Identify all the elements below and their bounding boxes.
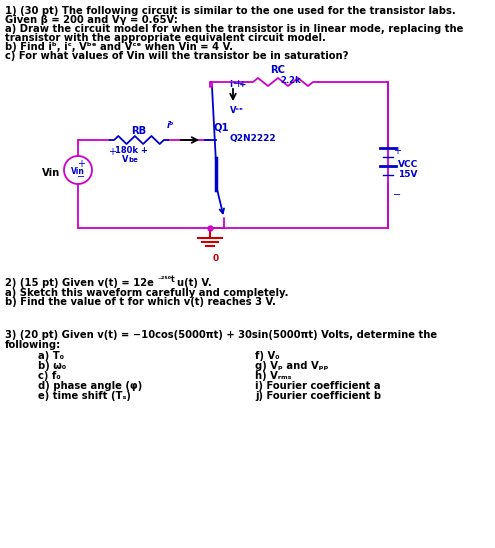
Text: Vᶜᵉ: Vᶜᵉ — [230, 106, 244, 115]
Text: i) Fourier coefficient a: i) Fourier coefficient a — [255, 381, 381, 391]
Text: a) T₀: a) T₀ — [38, 351, 64, 361]
Text: ⁻²⁵⁰t: ⁻²⁵⁰t — [157, 275, 175, 284]
Text: h) Vᵣₘₛ: h) Vᵣₘₛ — [255, 371, 292, 381]
Text: +: + — [233, 79, 243, 89]
Text: e) time shift (Tₛ): e) time shift (Tₛ) — [38, 391, 131, 401]
Text: VCC: VCC — [398, 160, 418, 169]
Text: Q2N2222: Q2N2222 — [230, 134, 277, 143]
Text: Vin: Vin — [42, 168, 60, 178]
Text: u(t) V.: u(t) V. — [177, 278, 212, 288]
Text: be: be — [128, 157, 138, 163]
Text: RB: RB — [132, 126, 147, 136]
Text: 0: 0 — [213, 254, 219, 263]
Text: V: V — [122, 155, 129, 164]
Text: Given β = 200 and Vγ = 0.65V:: Given β = 200 and Vγ = 0.65V: — [5, 15, 178, 25]
Text: 15V: 15V — [398, 170, 417, 179]
Text: a) Sketch this waveform carefully and completely.: a) Sketch this waveform carefully and co… — [5, 288, 289, 298]
Text: f) V₀: f) V₀ — [255, 351, 280, 361]
Text: b) ω₀: b) ω₀ — [38, 361, 66, 371]
Text: 180k +: 180k + — [115, 146, 148, 155]
Text: a) Draw the circuit model for when the transistor is in linear mode, replacing t: a) Draw the circuit model for when the t… — [5, 24, 463, 34]
Text: b) Find the value of t for which v(t) reaches 3 V.: b) Find the value of t for which v(t) re… — [5, 297, 276, 307]
Text: +: + — [108, 147, 116, 157]
Text: following:: following: — [5, 340, 61, 350]
Text: RC: RC — [270, 65, 286, 75]
Text: iᶜ +: iᶜ + — [230, 80, 247, 89]
Text: +: + — [77, 159, 85, 169]
Text: 2) (15 pt) Given v(t) = 12e: 2) (15 pt) Given v(t) = 12e — [5, 278, 154, 288]
Text: c) f₀: c) f₀ — [38, 371, 60, 381]
Text: b) Find iᵇ, iᶜ, Vᵇᵉ and Vᶜᵉ when Vin = 4 V.: b) Find iᵇ, iᶜ, Vᵇᵉ and Vᶜᵉ when Vin = 4… — [5, 42, 233, 52]
Text: 3) (20 pt) Given v(t) = −10cos(5000πt) + 30sin(5000πt) Volts, determine the: 3) (20 pt) Given v(t) = −10cos(5000πt) +… — [5, 330, 437, 340]
Text: Q1: Q1 — [214, 122, 230, 132]
Text: +: + — [393, 146, 401, 156]
Text: transistor with the appropriate equivalent circuit model.: transistor with the appropriate equivale… — [5, 33, 326, 43]
Text: iᵇ: iᵇ — [166, 121, 174, 130]
Text: Vin: Vin — [71, 167, 85, 175]
Text: g) Vₚ and Vₚₚ: g) Vₚ and Vₚₚ — [255, 361, 329, 371]
Text: 2.2k: 2.2k — [281, 76, 301, 85]
Text: d) phase angle (φ): d) phase angle (φ) — [38, 381, 142, 391]
Text: j) Fourier coefficient b: j) Fourier coefficient b — [255, 391, 381, 401]
Text: −: − — [77, 172, 85, 182]
Text: −: − — [393, 190, 401, 200]
Text: c) For what values of Vin will the transistor be in saturation?: c) For what values of Vin will the trans… — [5, 51, 348, 61]
Text: 1) (30 pt) The following circuit is similar to the one used for the transistor l: 1) (30 pt) The following circuit is simi… — [5, 6, 456, 16]
